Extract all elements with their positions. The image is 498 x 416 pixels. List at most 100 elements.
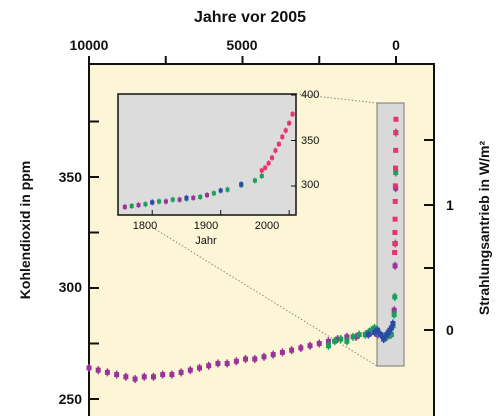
- data-point: [356, 332, 362, 338]
- data-point: [375, 327, 381, 333]
- inset-data-point: [252, 178, 257, 183]
- data-point: [391, 307, 397, 313]
- data-point: [104, 369, 110, 375]
- data-point: [388, 332, 394, 338]
- inset-data-point: [218, 188, 223, 193]
- inset-data-point: [177, 197, 182, 202]
- inset-data-point: [122, 204, 127, 209]
- top-axis-title: Jahre vor 2005: [194, 9, 306, 26]
- inset-data-point: [211, 191, 216, 196]
- inset-data-point: [143, 202, 148, 207]
- data-point: [392, 294, 398, 300]
- inset-x-tick-label-2000: 2000: [255, 220, 279, 232]
- data-point: [169, 372, 175, 378]
- data-point: [378, 332, 384, 338]
- inset-data-point: [205, 193, 209, 198]
- inset-x-tick-label-1800: 1800: [133, 220, 157, 232]
- data-point: [350, 334, 356, 340]
- data-point: [243, 356, 249, 362]
- data-point: [335, 336, 341, 342]
- inset-y-tick-label-300: 300: [301, 179, 319, 191]
- data-point: [393, 165, 399, 171]
- data-point: [392, 198, 398, 204]
- data-point: [393, 147, 399, 153]
- left-axis-title: Kohlendioxid in ppm: [17, 161, 33, 299]
- data-point: [279, 349, 285, 355]
- data-point: [325, 338, 331, 344]
- inset-data-point: [259, 168, 264, 173]
- data-point: [392, 241, 398, 247]
- data-point: [197, 365, 203, 371]
- left-tick-label-350: 350: [59, 169, 83, 185]
- main-data-marks: [86, 116, 399, 384]
- inset-x-axis-title: Jahr: [195, 235, 217, 247]
- inset-data-point: [283, 128, 288, 133]
- data-point: [252, 356, 258, 362]
- inset-data-point: [290, 112, 295, 117]
- data-point: [332, 338, 338, 344]
- right-axis-title: Strahlungsantrieb in W/m²: [476, 141, 492, 316]
- inset-data-point: [191, 195, 196, 200]
- top-tick-label-5000: 5000: [226, 37, 257, 53]
- inset-axis-ticks: [151, 94, 296, 215]
- right-tick-label-0: 0: [446, 322, 454, 338]
- data-point: [338, 336, 344, 342]
- inset-data-point: [163, 199, 168, 204]
- data-point: [372, 329, 378, 335]
- data-point: [344, 338, 350, 344]
- inset-data-point: [259, 173, 264, 178]
- data-point: [261, 354, 267, 360]
- inset-data-point: [287, 121, 292, 126]
- data-point: [353, 334, 359, 340]
- data-point: [392, 263, 398, 269]
- inset-data-point: [270, 155, 275, 160]
- data-point: [289, 347, 295, 353]
- inset-data-point: [225, 187, 230, 192]
- data-point: [206, 363, 212, 369]
- data-point: [381, 336, 387, 342]
- inset-data-point: [184, 195, 189, 200]
- data-point: [270, 352, 276, 358]
- inset-data-point: [170, 197, 175, 202]
- inset-y-tick-label-350: 350: [301, 135, 319, 147]
- data-point: [150, 374, 156, 380]
- data-point: [372, 325, 378, 331]
- data-point: [392, 216, 398, 222]
- inset-data-point: [129, 204, 134, 209]
- inset-data-point: [136, 203, 141, 208]
- data-point: [392, 249, 398, 255]
- data-point: [393, 130, 399, 136]
- data-point: [392, 183, 398, 189]
- top-tick-label-10000: 10000: [70, 37, 109, 53]
- data-point: [86, 365, 92, 371]
- inset-data-marks: [122, 111, 295, 210]
- data-point: [362, 332, 368, 338]
- data-point: [298, 345, 304, 351]
- data-point: [393, 116, 399, 122]
- data-point: [141, 374, 147, 380]
- data-point: [391, 312, 397, 318]
- data-point: [224, 360, 230, 366]
- inset-data-point: [273, 148, 278, 153]
- data-point: [388, 325, 394, 331]
- data-point: [233, 358, 239, 364]
- inset-data-point: [266, 161, 271, 166]
- data-point: [392, 230, 398, 235]
- inset-data-point: [150, 200, 155, 205]
- data-point: [187, 367, 193, 373]
- inset-y-tick-label-400: 400: [301, 89, 319, 101]
- data-point: [316, 341, 322, 346]
- inset-data-point: [263, 165, 268, 170]
- inset-x-tick-label-1900: 1900: [194, 220, 218, 232]
- right-tick-label-1: 1: [446, 197, 454, 213]
- data-point: [132, 376, 138, 382]
- data-point: [215, 360, 221, 366]
- left-tick-label-250: 250: [59, 391, 83, 407]
- data-point: [344, 334, 350, 340]
- data-point: [390, 321, 396, 327]
- inset-data-point: [239, 182, 244, 187]
- top-tick-label-0: 0: [392, 37, 400, 53]
- data-point: [178, 369, 184, 375]
- data-point: [114, 372, 120, 378]
